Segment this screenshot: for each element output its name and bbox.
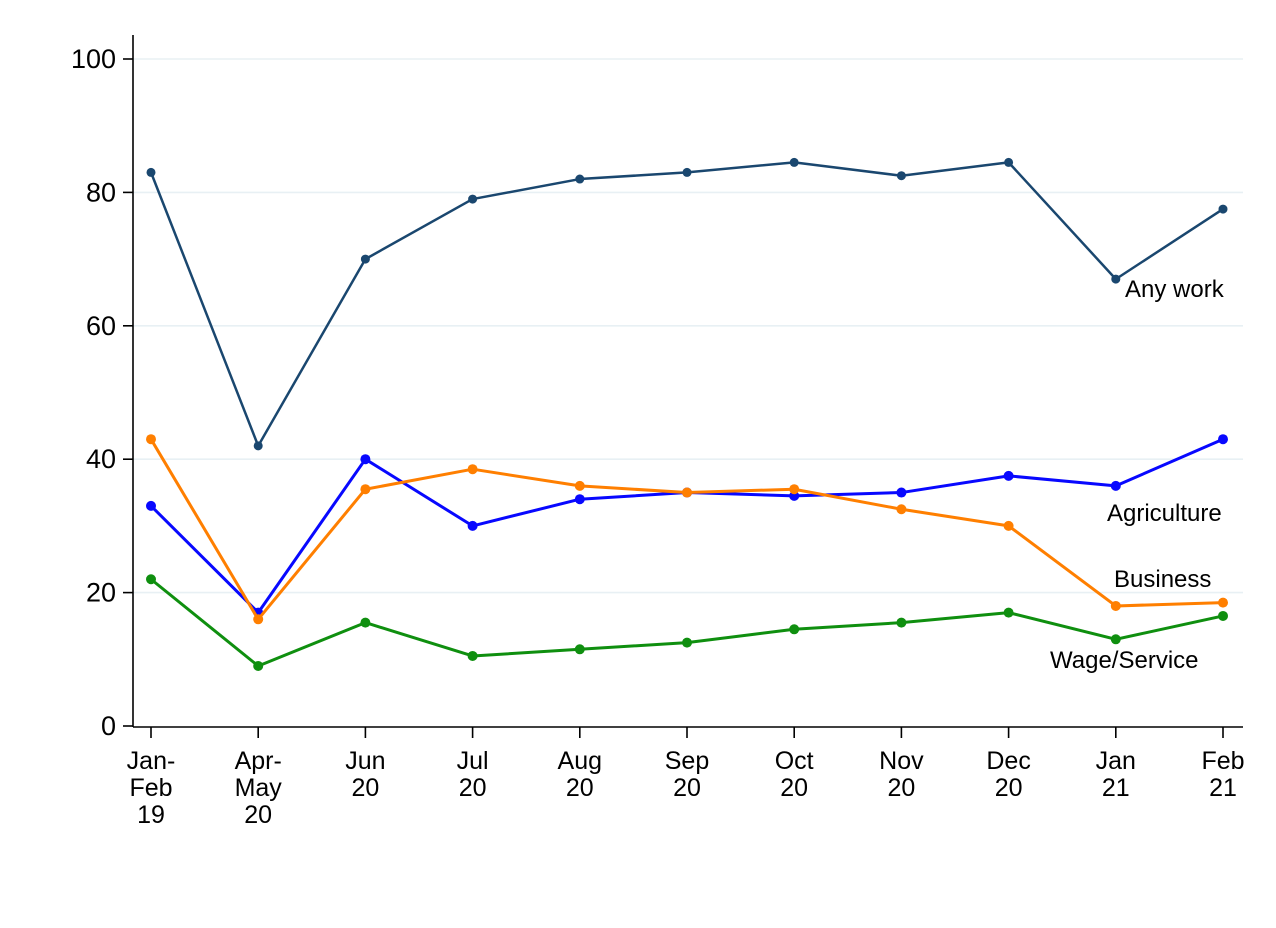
x-tick-label: Sep [665, 747, 709, 775]
data-point-wage-service [1218, 610, 1228, 621]
series-label-wage-service: Wage/Service [1050, 647, 1199, 674]
series-any-work: Any work [146, 157, 1228, 451]
axes: 020406080100Jan-Feb19Apr-May20Jun20Jul20… [71, 35, 1245, 829]
data-point-business [789, 484, 800, 495]
x-tick-label: 20 [351, 774, 379, 802]
x-tick-label: Feb [129, 774, 172, 802]
y-tick-label-60: 60 [86, 311, 116, 341]
data-point-wage-service [360, 617, 371, 628]
data-point-wage-service [574, 644, 585, 655]
x-tick-label: 20 [780, 774, 808, 802]
x-tick-label: Nov [879, 747, 924, 775]
data-point-business [574, 480, 585, 491]
data-point-any-work [682, 167, 692, 177]
x-tick-label: Oct [775, 747, 814, 775]
data-point-agriculture [1110, 480, 1121, 491]
data-point-business [1218, 597, 1228, 608]
x-tick-label: Jan [1096, 747, 1136, 775]
data-point-business [467, 464, 478, 475]
x-tick-label: Aug [558, 747, 602, 775]
series-agriculture: Agriculture [146, 434, 1228, 618]
x-tick-label: 19 [137, 801, 165, 829]
data-point-agriculture [1218, 434, 1228, 445]
data-point-any-work [468, 194, 478, 204]
x-tick-label: 20 [887, 774, 915, 802]
series-business: Business [146, 434, 1228, 625]
x-tick-label: May [235, 774, 283, 802]
data-point-any-work [789, 157, 799, 167]
data-point-agriculture [1003, 470, 1014, 481]
data-point-any-work [146, 167, 156, 177]
data-point-business [146, 434, 156, 445]
data-point-agriculture [146, 500, 156, 511]
data-point-any-work [896, 171, 906, 181]
x-tick-label: 20 [459, 774, 487, 802]
data-point-business [360, 484, 371, 495]
data-point-wage-service [1110, 634, 1121, 645]
x-tick-label: 20 [566, 774, 594, 802]
data-point-agriculture [360, 454, 371, 465]
data-point-wage-service [146, 574, 156, 585]
data-point-agriculture [896, 487, 907, 498]
x-tick-label: Feb [1201, 747, 1244, 775]
data-point-any-work [1218, 204, 1228, 214]
data-point-wage-service [1003, 607, 1014, 618]
y-tick-label-100: 100 [71, 44, 116, 74]
data-point-wage-service [682, 637, 692, 648]
y-tick-label-0: 0 [101, 711, 116, 741]
data-point-wage-service [789, 624, 800, 635]
data-point-wage-service [253, 660, 264, 671]
series-line-any-work [149, 161, 1224, 448]
data-point-wage-service [467, 650, 478, 661]
x-tick-label: Dec [986, 747, 1030, 775]
series-label-agriculture: Agriculture [1107, 500, 1222, 527]
x-tick-label: 20 [244, 801, 272, 829]
gridlines [133, 58, 1243, 594]
data-point-any-work [360, 254, 370, 264]
x-tick-label: 21 [1209, 774, 1237, 802]
data-point-agriculture [467, 520, 478, 531]
x-tick-label: 21 [1102, 774, 1130, 802]
x-tick-label: Jan- [127, 747, 176, 775]
x-tick-label: 20 [673, 774, 701, 802]
data-point-business [1003, 520, 1014, 531]
series-wage-service: Wage/Service [146, 574, 1228, 674]
data-point-any-work [1111, 274, 1121, 284]
x-tick-label: Apr- [235, 747, 282, 775]
data-point-any-work [1004, 157, 1014, 167]
data-point-agriculture [574, 494, 585, 505]
data-point-any-work [253, 441, 263, 451]
data-point-wage-service [896, 617, 907, 628]
x-tick-label: Jun [345, 747, 385, 775]
series-label-business: Business [1114, 566, 1211, 593]
series-label-any-work: Any work [1125, 276, 1225, 303]
y-tick-label-40: 40 [86, 444, 116, 474]
x-tick-label: 20 [995, 774, 1023, 802]
data-point-business [1110, 600, 1121, 611]
y-tick-label-80: 80 [86, 177, 116, 207]
data-point-any-work [575, 174, 585, 184]
data-point-business [682, 487, 692, 498]
series-line-agriculture [149, 437, 1224, 615]
y-tick-label-20: 20 [86, 578, 116, 608]
data-point-business [253, 614, 264, 625]
data-point-business [896, 504, 907, 515]
x-tick-label: Jul [457, 747, 489, 775]
